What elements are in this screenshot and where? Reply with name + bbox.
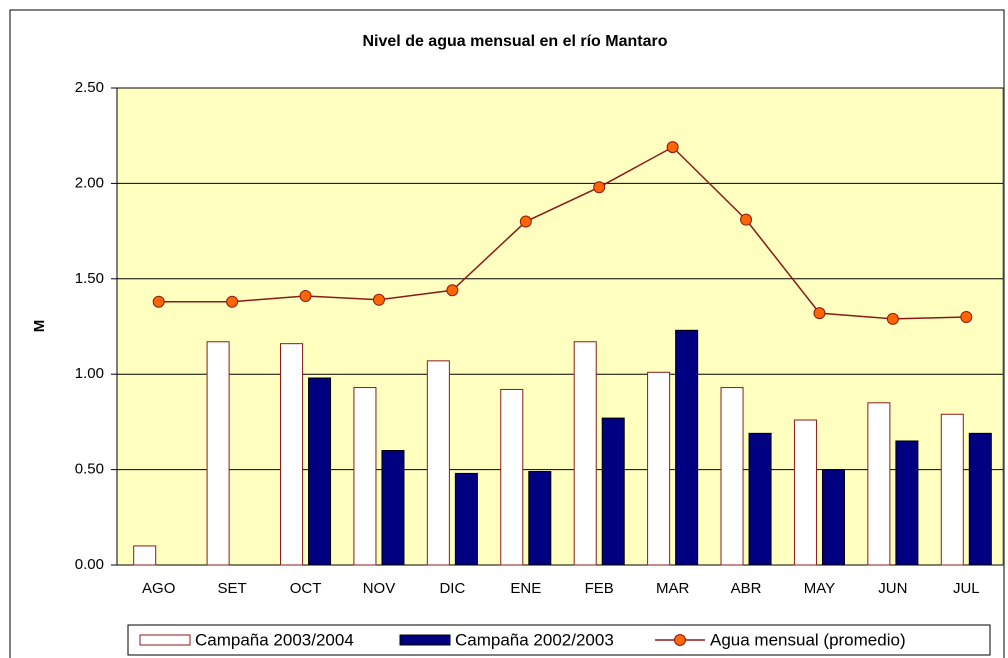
bar (675, 329, 699, 566)
bar (821, 469, 845, 566)
line-marker (666, 141, 679, 154)
bar (940, 413, 964, 566)
bar (867, 402, 891, 566)
x-tick-label: MAR (656, 580, 690, 597)
legend-swatch (399, 634, 451, 646)
plot-area (116, 87, 1004, 566)
x-tick-label: AGO (142, 580, 175, 597)
y-tick-label: 2.50 (75, 79, 104, 96)
line-marker (886, 312, 899, 325)
bar (454, 472, 478, 566)
y-tick-label: 1.50 (75, 270, 104, 287)
bar (308, 377, 332, 566)
line-marker (740, 213, 753, 226)
y-tick-label: 0.50 (75, 461, 104, 478)
bar (601, 417, 625, 566)
x-tick-label: OCT (290, 580, 322, 597)
x-tick-label: SET (218, 580, 247, 597)
line-marker (813, 307, 826, 320)
y-tick-label: 0.00 (75, 556, 104, 573)
line-marker (299, 289, 312, 302)
legend-box (127, 624, 991, 656)
legend-label: Campaña 2002/2003 (455, 630, 614, 649)
legend-label: Campaña 2003/2004 (195, 630, 354, 649)
legend-label: Agua mensual (promedio) (710, 630, 906, 649)
x-tick-label: NOV (363, 580, 396, 597)
bar (895, 440, 919, 566)
chart-title: Nivel de agua mensual en el río Mantaro (363, 33, 668, 50)
bar (793, 419, 817, 566)
y-axis-label: M (31, 320, 48, 333)
y-tick-label: 1.00 (75, 365, 104, 382)
legend-swatch (139, 634, 191, 646)
line (158, 146, 967, 320)
x-tick-label: JUN (878, 580, 907, 597)
x-tick-label: MAY (804, 580, 835, 597)
x-tick-label: JUL (953, 580, 980, 597)
bar (206, 341, 230, 566)
line-marker (152, 295, 165, 308)
bar (353, 387, 377, 566)
bar (381, 450, 405, 566)
line-marker (960, 310, 973, 323)
x-tick-label: FEB (585, 580, 614, 597)
line-marker (372, 293, 385, 306)
y-tick-label: 2.00 (75, 174, 104, 191)
line-marker (446, 284, 459, 297)
line-marker (226, 295, 239, 308)
bar (280, 343, 304, 566)
bar (748, 432, 772, 566)
x-tick-label: DIC (439, 580, 465, 597)
x-tick-label: ENE (510, 580, 541, 597)
legend-marker (674, 634, 686, 646)
bar (720, 387, 744, 566)
bar (968, 432, 992, 566)
line-marker (593, 181, 606, 194)
bar (528, 471, 552, 566)
bar (500, 388, 524, 566)
line-marker (519, 215, 532, 228)
bar (426, 360, 450, 566)
x-tick-label: ABR (731, 580, 762, 597)
bar (647, 371, 671, 566)
bar (133, 545, 157, 566)
bar (573, 341, 597, 566)
